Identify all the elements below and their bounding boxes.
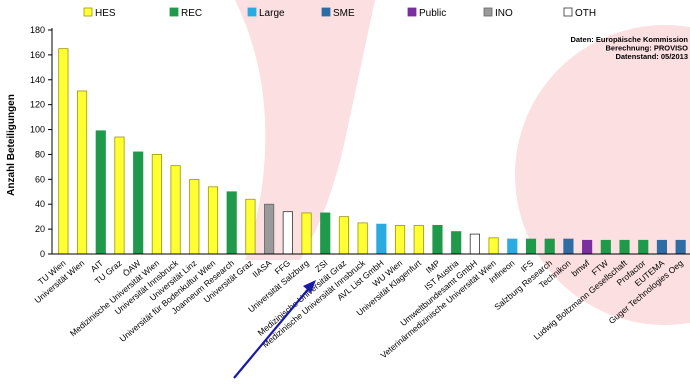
source-annotation: Daten: Europäische KommissionBerechnung:…	[570, 35, 688, 61]
y-tick-label: 20	[35, 224, 45, 234]
bar	[413, 224, 424, 255]
bar	[133, 151, 144, 255]
bar	[189, 178, 200, 255]
y-tick-label: 60	[35, 174, 45, 184]
bar	[638, 239, 649, 255]
legend-swatch	[83, 7, 93, 17]
bar	[525, 238, 537, 255]
bar	[207, 186, 219, 255]
y-axis: 0 20 40 60 80 100 120 140 160 180	[30, 25, 53, 259]
y-tick-label: 140	[30, 75, 45, 85]
y-tick-label: 100	[30, 125, 45, 135]
legend-swatch	[321, 7, 331, 17]
bars	[58, 48, 686, 255]
bar	[376, 223, 387, 255]
legend-swatch	[563, 7, 573, 17]
bar	[507, 238, 518, 255]
bar	[488, 237, 499, 255]
legend-label: INO	[495, 8, 513, 19]
legend-label: HES	[95, 8, 116, 19]
legend-label: SME	[333, 8, 355, 19]
annotation-line: Datenstand: 05/2013	[615, 52, 688, 61]
bar	[451, 231, 462, 255]
annotation-line: Berechnung: PROVISO	[605, 44, 688, 53]
legend: HES REC Large SME Public INO OTH	[83, 7, 596, 19]
y-tick-label: 40	[35, 199, 45, 209]
y-tick-label: 160	[30, 50, 45, 60]
bar	[245, 198, 256, 255]
annotation-line: Daten: Europäische Kommission	[570, 35, 688, 44]
bar	[114, 136, 125, 255]
bar	[469, 233, 480, 255]
bar	[301, 212, 312, 255]
legend-label: Large	[259, 8, 285, 19]
bar	[544, 238, 555, 255]
bar	[619, 239, 630, 255]
bar	[226, 191, 237, 255]
y-tick-label: 80	[35, 149, 45, 159]
bar	[582, 239, 593, 255]
legend-swatch	[169, 7, 179, 17]
bar	[394, 224, 406, 255]
arrow-line	[233, 286, 311, 379]
x-tick-label: IIASA	[250, 258, 273, 280]
legend-swatch	[483, 7, 493, 17]
bar	[320, 212, 331, 255]
legend-swatch	[407, 7, 417, 17]
bar	[675, 239, 686, 255]
highlight-arrow	[233, 280, 316, 379]
bar	[282, 211, 293, 255]
bar	[170, 165, 181, 255]
bar	[563, 238, 574, 255]
y-axis-label: Anzahl Beteiligungen	[6, 94, 17, 196]
legend-label: REC	[181, 8, 202, 19]
bar	[95, 130, 106, 255]
legend-swatch	[247, 7, 257, 17]
bar	[338, 216, 350, 255]
arrow-head	[303, 280, 316, 293]
legend-label: OTH	[575, 8, 596, 19]
bar	[432, 224, 443, 255]
y-tick-label: 120	[30, 100, 45, 110]
bar	[76, 90, 88, 255]
bar	[656, 239, 668, 255]
y-tick-label: 180	[30, 25, 45, 35]
bar	[58, 48, 69, 255]
legend-label: Public	[419, 8, 446, 19]
y-tick-label: 0	[40, 249, 45, 259]
bar	[151, 154, 162, 255]
bar	[600, 239, 611, 255]
bar	[264, 203, 275, 255]
background-swoosh	[235, 0, 375, 260]
bar	[357, 222, 368, 255]
